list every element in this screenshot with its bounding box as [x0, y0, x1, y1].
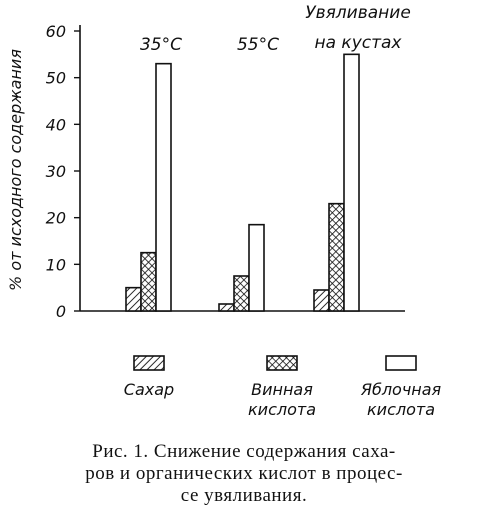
bar [233, 275, 250, 312]
legend-label: кислота [248, 400, 316, 419]
legend-label: Яблочная [360, 380, 442, 399]
category-label-group: 35°C 55°C Увяливание на кустах [140, 3, 411, 55]
y-tick-label: 60 [46, 22, 66, 41]
category-label: 35°C [140, 35, 182, 55]
bar [343, 53, 360, 312]
category-label: Увяливание [305, 3, 411, 23]
category-label: 55°C [237, 35, 279, 55]
bar [313, 289, 330, 312]
y-axis-label: % от исходного содержания [6, 49, 25, 291]
y-tick-label: 0 [56, 302, 66, 321]
bar [218, 303, 235, 312]
y-tick-group: 0 10 20 30 40 50 60 [46, 22, 80, 321]
bar-chart: 0 10 20 30 40 50 60 35°C 55°C Увяливание на куста… [6, 3, 442, 419]
y-tick-label: 50 [46, 69, 66, 88]
bar [155, 62, 172, 312]
bar [248, 223, 265, 312]
figure-caption: Рис. 1. Снижение содержания саха- ров и … [10, 441, 478, 507]
legend-swatch [266, 355, 298, 371]
legend-label: Сахар [124, 380, 174, 399]
y-tick-label: 10 [46, 255, 66, 274]
bar-group [125, 53, 360, 312]
category-label: на кустах [315, 33, 403, 53]
y-tick-label: 30 [46, 162, 66, 181]
caption-line: се увяливания. [180, 485, 308, 506]
caption-line: Рис. 1. Снижение содержания саха- [92, 441, 396, 462]
bar [328, 202, 345, 312]
y-tick-label: 40 [46, 115, 66, 134]
legend-swatch [385, 355, 417, 371]
legend-label: Винная [251, 380, 313, 399]
bar [125, 286, 142, 312]
y-tick-label: 20 [46, 209, 66, 228]
bar [140, 251, 157, 312]
legend-swatch [133, 355, 165, 371]
caption-line: ров и органических кислот в процес- [85, 463, 403, 484]
legend-label: кислота [367, 400, 435, 419]
